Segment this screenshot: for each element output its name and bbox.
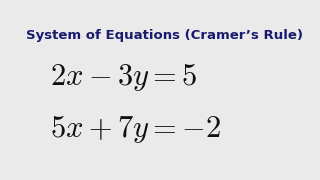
Text: System of Equations (Cramer’s Rule): System of Equations (Cramer’s Rule): [26, 28, 302, 42]
Text: $5x + 7y = {-2}$: $5x + 7y = {-2}$: [50, 114, 221, 145]
Text: $2x - 3y = 5$: $2x - 3y = 5$: [50, 62, 197, 93]
